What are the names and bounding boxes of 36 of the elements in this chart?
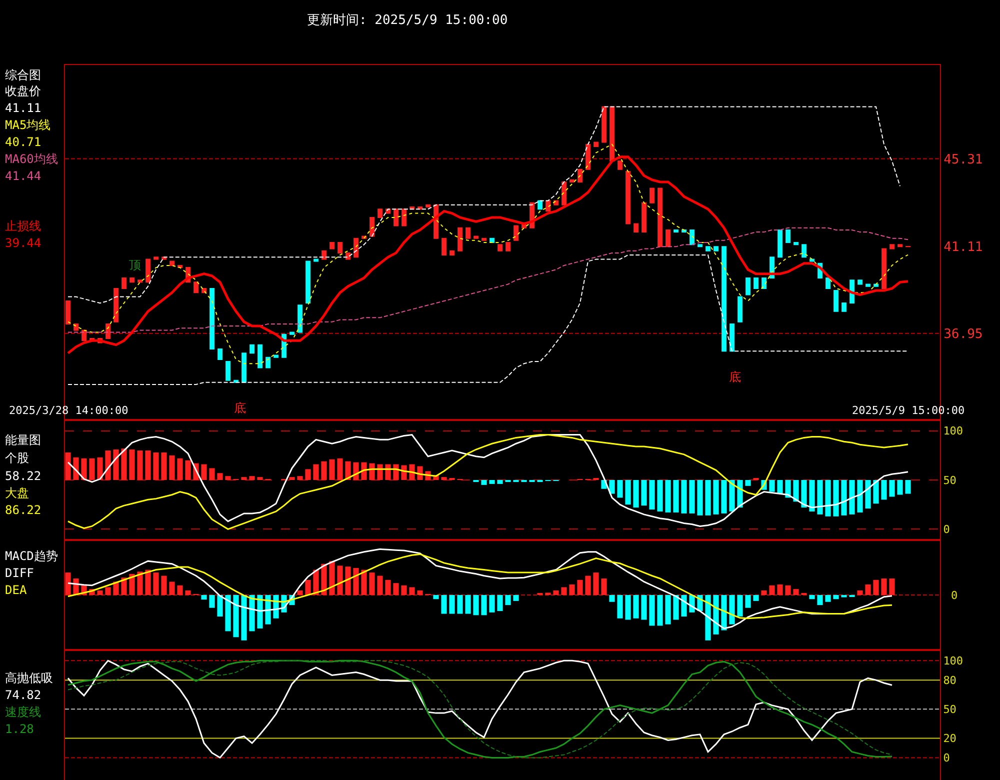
y-tick-label: 80: [943, 674, 956, 687]
text: DIFF: [5, 566, 34, 580]
text: 收盘价: [5, 84, 41, 98]
text: 止损线: [5, 219, 41, 233]
text: DEA: [5, 583, 28, 597]
text: 41.11: [5, 101, 42, 115]
y-tick-label: 0: [943, 752, 950, 765]
y-tick-label: 50: [943, 474, 956, 487]
y-tick-label: 50: [943, 703, 956, 716]
annotation: 底: [729, 370, 741, 384]
chart-subtitle: 更新时间: 2025/5/9 15:00:00: [307, 13, 508, 28]
text: 1.28: [5, 722, 34, 736]
text: 40.71: [5, 135, 42, 149]
text: 58.22: [5, 469, 42, 483]
text: MA5均线: [5, 118, 51, 132]
text: 大盘: [5, 486, 29, 500]
text: 41.44: [5, 169, 42, 183]
y-tick-label: 41.11: [944, 240, 983, 256]
annotation: 顶: [129, 258, 141, 272]
text: 个股: [5, 451, 29, 465]
text: MA60均线: [5, 152, 58, 166]
y-tick-label: 20: [943, 732, 956, 746]
text: 86.22: [5, 503, 42, 517]
annotation: 底: [234, 401, 246, 415]
y-tick-label: 36.95: [944, 326, 983, 342]
y-tick-label: 45.31: [944, 152, 983, 168]
chart-title: MACD趋势: [5, 549, 58, 563]
text: 能量图: [5, 433, 41, 447]
text: 速度线: [5, 705, 41, 719]
text: 74.82: [5, 688, 42, 702]
y-tick-label: 100: [943, 654, 964, 668]
text: 39.44: [5, 236, 42, 250]
chart-title: 综合图: [5, 68, 41, 82]
y-tick-label: 0: [943, 523, 950, 536]
y-tick-label: 100: [943, 424, 964, 438]
text: 高抛低吸: [5, 671, 53, 685]
